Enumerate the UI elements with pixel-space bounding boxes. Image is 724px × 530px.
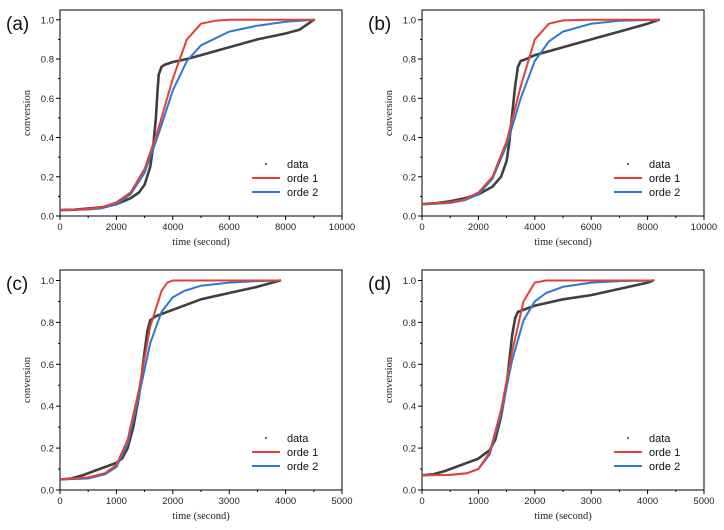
plot-frame: [59, 9, 343, 217]
y-axis-label: conversion: [384, 356, 395, 403]
x-tick-label: 0: [57, 222, 62, 233]
series-group: [422, 18, 661, 206]
chart-panel-3: (c) 0 1000 2000 3000 4000 5000 0.0 0.2 0.4 0.6 0.8 1…: [6, 269, 353, 522]
x-tick-label: 6000: [581, 222, 602, 233]
panel-label: (a): [6, 14, 29, 35]
legend-label: orde 2: [649, 461, 680, 473]
y-axis-label: conversion: [22, 356, 33, 403]
x-tick-label: 4000: [637, 496, 658, 507]
panel-label: (b): [368, 14, 391, 35]
y-axis-label: conversion: [22, 89, 33, 136]
series-line-orde2: [60, 279, 281, 481]
series-line-data: [422, 18, 661, 206]
x-tick-label: 3000: [581, 496, 602, 507]
legend-label: orde 2: [287, 187, 318, 199]
legend-label: orde 1: [649, 447, 680, 459]
chart-panel-4: (d) 0 1000 2000 3000 4000 5000 0.0 0.2 0.4 0.6 0.8 1…: [368, 269, 715, 522]
x-tick-label: 6000: [219, 222, 240, 233]
y-tick-label: 1.0: [403, 276, 416, 287]
panel-label: (d): [368, 274, 391, 295]
x-tick-label: 0: [419, 496, 424, 507]
y-tick-label: 0.4: [403, 402, 416, 413]
y-tick-label: 1.0: [41, 15, 54, 26]
series-line-orde2: [422, 279, 655, 477]
x-tick-label: 8000: [275, 222, 296, 233]
y-tick-label: 1.0: [41, 276, 54, 287]
y-tick-label: 0.0: [403, 486, 416, 497]
y-tick-label: 0.0: [41, 212, 54, 223]
y-tick-label: 0.0: [403, 212, 416, 223]
legend-marker-data: [265, 437, 267, 439]
x-axis-label: time (second): [534, 237, 592, 248]
x-axis-label: time (second): [534, 511, 592, 522]
y-tick-label: 0.4: [41, 133, 54, 144]
chart-panel-1: (a) 0 2000 4000 6000 8000 10000 0.0 0.2 0.4 0.6 0.8…: [6, 9, 355, 248]
y-tick-label: 0.2: [403, 444, 416, 455]
legend-label: data: [287, 433, 309, 445]
legend-label: orde 1: [649, 173, 680, 185]
legend-label: orde 2: [649, 187, 680, 199]
legend-label: orde 1: [287, 447, 318, 459]
x-tick-label: 2000: [106, 222, 127, 233]
x-tick-label: 3000: [219, 496, 240, 507]
y-tick-label: 0.8: [403, 55, 416, 66]
x-axis-label: time (second): [172, 511, 230, 522]
legend-label: orde 2: [287, 461, 318, 473]
series-line-orde2: [422, 18, 660, 206]
chart-panel-2: (b) 0 2000 4000 6000 8000 10000 0.0 0.2 0.4 0.6 0.8…: [368, 9, 717, 248]
y-tick-label: 0.6: [41, 360, 54, 371]
x-tick-label: 2000: [524, 496, 545, 507]
x-tick-label: 4000: [275, 496, 296, 507]
series-group: [60, 279, 282, 481]
series-line-data: [60, 279, 282, 481]
series-line-orde1: [422, 18, 660, 206]
y-tick-label: 0.6: [403, 94, 416, 105]
y-tick-label: 0.8: [403, 318, 416, 329]
y-tick-label: 0.6: [403, 360, 416, 371]
series-line-data: [422, 279, 655, 477]
y-tick-label: 0.4: [403, 133, 416, 144]
x-tick-label: 1000: [468, 496, 489, 507]
y-tick-label: 0.0: [41, 486, 54, 497]
series-line-orde1: [422, 279, 655, 477]
x-tick-label: 5000: [331, 496, 352, 507]
legend-marker-data: [265, 163, 267, 165]
series-line-orde1: [60, 279, 281, 481]
x-tick-label: 0: [419, 222, 424, 233]
x-tick-label: 5000: [693, 496, 714, 507]
x-tick-label: 10000: [691, 222, 717, 233]
panel-label: (c): [6, 274, 28, 295]
x-tick-label: 2000: [162, 496, 183, 507]
y-tick-label: 0.2: [41, 172, 54, 183]
series-group: [60, 18, 316, 212]
y-tick-label: 0.2: [403, 172, 416, 183]
y-tick-label: 0.8: [41, 318, 54, 329]
y-tick-label: 0.4: [41, 402, 54, 413]
x-tick-label: 10000: [329, 222, 355, 233]
series-group: [422, 279, 655, 477]
legend-label: data: [649, 159, 671, 171]
y-tick-label: 0.8: [41, 55, 54, 66]
legend-label: orde 1: [287, 173, 318, 185]
series-line-orde1: [60, 18, 315, 212]
legend-label: data: [287, 159, 309, 171]
x-tick-label: 4000: [524, 222, 545, 233]
series-line-orde2: [60, 18, 315, 212]
x-tick-label: 2000: [468, 222, 489, 233]
legend-label: data: [649, 433, 671, 445]
legend-marker-data: [627, 163, 629, 165]
x-tick-label: 1000: [106, 496, 127, 507]
y-tick-label: 1.0: [403, 15, 416, 26]
x-tick-label: 4000: [162, 222, 183, 233]
y-tick-label: 0.2: [41, 444, 54, 455]
x-axis-label: time (second): [172, 237, 230, 248]
x-tick-label: 8000: [637, 222, 658, 233]
x-tick-label: 0: [57, 496, 62, 507]
series-line-data: [60, 18, 316, 212]
y-axis-label: conversion: [384, 89, 395, 136]
y-tick-label: 0.6: [41, 94, 54, 105]
legend-marker-data: [627, 437, 629, 439]
plot-frame: [421, 9, 705, 217]
